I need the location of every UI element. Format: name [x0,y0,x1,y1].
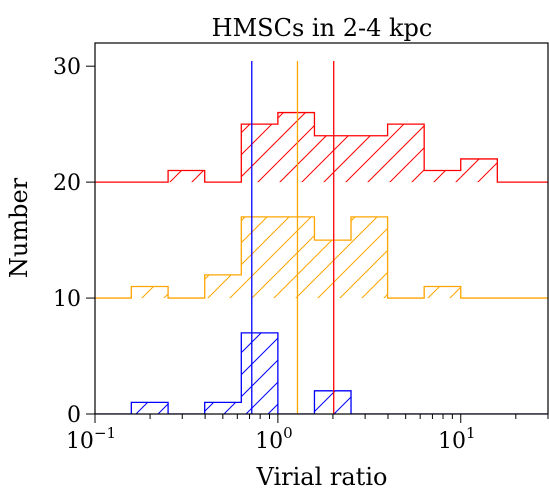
histogram-bar [460,158,498,183]
series-group [95,111,548,183]
histogram-bar [168,170,205,183]
histogram-bar [277,216,315,299]
histogram-bar [314,135,352,183]
histogram-outline [95,216,548,299]
x-tick-label: 100 [255,424,293,454]
y-tick-label: 10 [53,287,81,312]
series-group [95,332,548,414]
histogram-bar [314,390,352,414]
y-axis-label: Number [5,177,33,278]
x-axis-label: Virial ratio [256,463,388,491]
histogram-bar [351,216,388,299]
histogram-bar [277,112,315,183]
histogram-bar [424,286,461,299]
y-tick-label: 30 [53,55,81,80]
histogram-bar [387,124,425,183]
plot-frame [94,42,549,415]
chart-title: HMSCs in 2-4 kpc [212,14,433,42]
histogram-bar [204,402,242,414]
histogram-bar [131,286,169,299]
histogram-bar [241,216,278,299]
histogram-outline [95,111,548,183]
histogram-bar [241,332,278,414]
x-tick-label: 101 [438,424,476,454]
histogram-bar [131,402,169,414]
y-tick-label: 20 [53,171,81,196]
x-tick-label: 10−1 [66,424,116,454]
histogram-bar [314,240,352,299]
series-group [95,216,548,299]
histogram-bar [241,124,278,183]
histogram-bar [424,170,461,183]
histogram-bar [204,274,242,299]
histogram-outline [95,332,548,414]
y-tick-label: 0 [67,403,81,428]
histogram-bar [351,135,388,183]
